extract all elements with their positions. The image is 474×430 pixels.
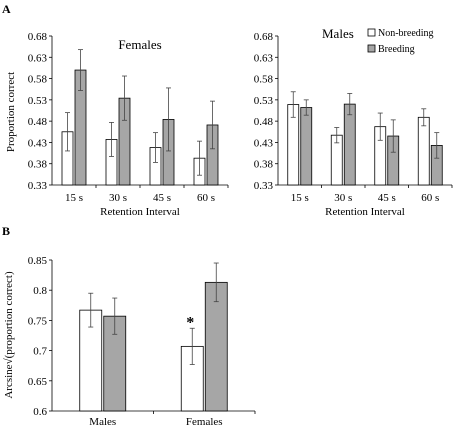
y-tick-label: 0.85 [28, 255, 48, 267]
panel-label-a: A [2, 2, 11, 16]
y-tick-label: 0.8 [33, 285, 47, 297]
y-tick-label: 0.75 [28, 315, 48, 327]
chart-title: Males [322, 26, 354, 41]
x-tick-label: 30 s [334, 192, 352, 204]
legend-label-breeding: Breeding [378, 44, 415, 55]
bar-non-breeding [417, 116, 430, 186]
panel-label-b: B [2, 224, 10, 238]
x-tick-label: 45 s [153, 192, 171, 204]
y-tick-label: 0.53 [28, 95, 48, 107]
x-tick-label: 30 s [109, 192, 127, 204]
legend-label-non-breeding: Non-breeding [378, 28, 434, 39]
y-tick-label: 0.38 [254, 159, 274, 171]
legend: Non-breeding Breeding [367, 28, 434, 55]
y-tick-label: 0.33 [254, 180, 274, 192]
y-axis-label: Proportion correct [5, 72, 17, 152]
x-tick-label: 15 s [291, 192, 309, 204]
y-axis-label: Arcsine√(proportion correct) [3, 271, 15, 399]
y-tick-label: 0.6 [33, 406, 47, 418]
x-axis-label: Retention Interval [100, 206, 180, 218]
y-tick-label: 0.43 [254, 137, 274, 149]
y-tick-label: 0.63 [28, 52, 48, 64]
y-tick-label: 0.58 [254, 74, 274, 86]
y-tick-label: 0.65 [28, 376, 48, 388]
y-tick-label: 0.53 [254, 95, 274, 107]
y-tick-label: 0.68 [254, 31, 274, 43]
y-tick-label: 0.58 [28, 74, 48, 86]
x-tick-label: 60 s [421, 192, 439, 204]
legend-swatch-breeding [367, 44, 376, 53]
chart-females: 0.68 0.63 0.58 0.53 0.48 0.43 0.38 0.33 15 s 30 s… [5, 31, 229, 218]
y-tick-label: 0.68 [28, 31, 48, 43]
bar-breeding [343, 103, 356, 186]
legend-swatch-non-breeding [367, 28, 376, 37]
x-tick-label: Males [89, 416, 116, 428]
y-tick-label: 0.7 [33, 346, 47, 358]
y-tick-label: 0.43 [28, 137, 48, 149]
chart-arcsine: 0.85 0.8 0.75 0.7 0.65 0.6 Males Females * Arcsin… [3, 255, 256, 428]
x-axis-label: Retention Interval [325, 206, 405, 218]
significance-asterisk: * [186, 314, 194, 331]
chart-males: 0.68 0.63 0.58 0.53 0.48 0.43 0.38 0.33 15 s 30 s… [254, 26, 453, 218]
x-tick-label: 15 s [65, 192, 83, 204]
x-tick-label: Females [186, 416, 223, 428]
chart-title: Females [118, 37, 161, 52]
y-tick-label: 0.63 [254, 52, 274, 64]
x-tick-label: 45 s [378, 192, 396, 204]
y-tick-label: 0.48 [28, 116, 48, 128]
y-tick-label: 0.33 [28, 180, 48, 192]
y-tick-label: 0.38 [28, 159, 48, 171]
bar-breeding [300, 107, 313, 186]
x-tick-label: 60 s [197, 192, 215, 204]
y-tick-label: 0.48 [254, 116, 274, 128]
